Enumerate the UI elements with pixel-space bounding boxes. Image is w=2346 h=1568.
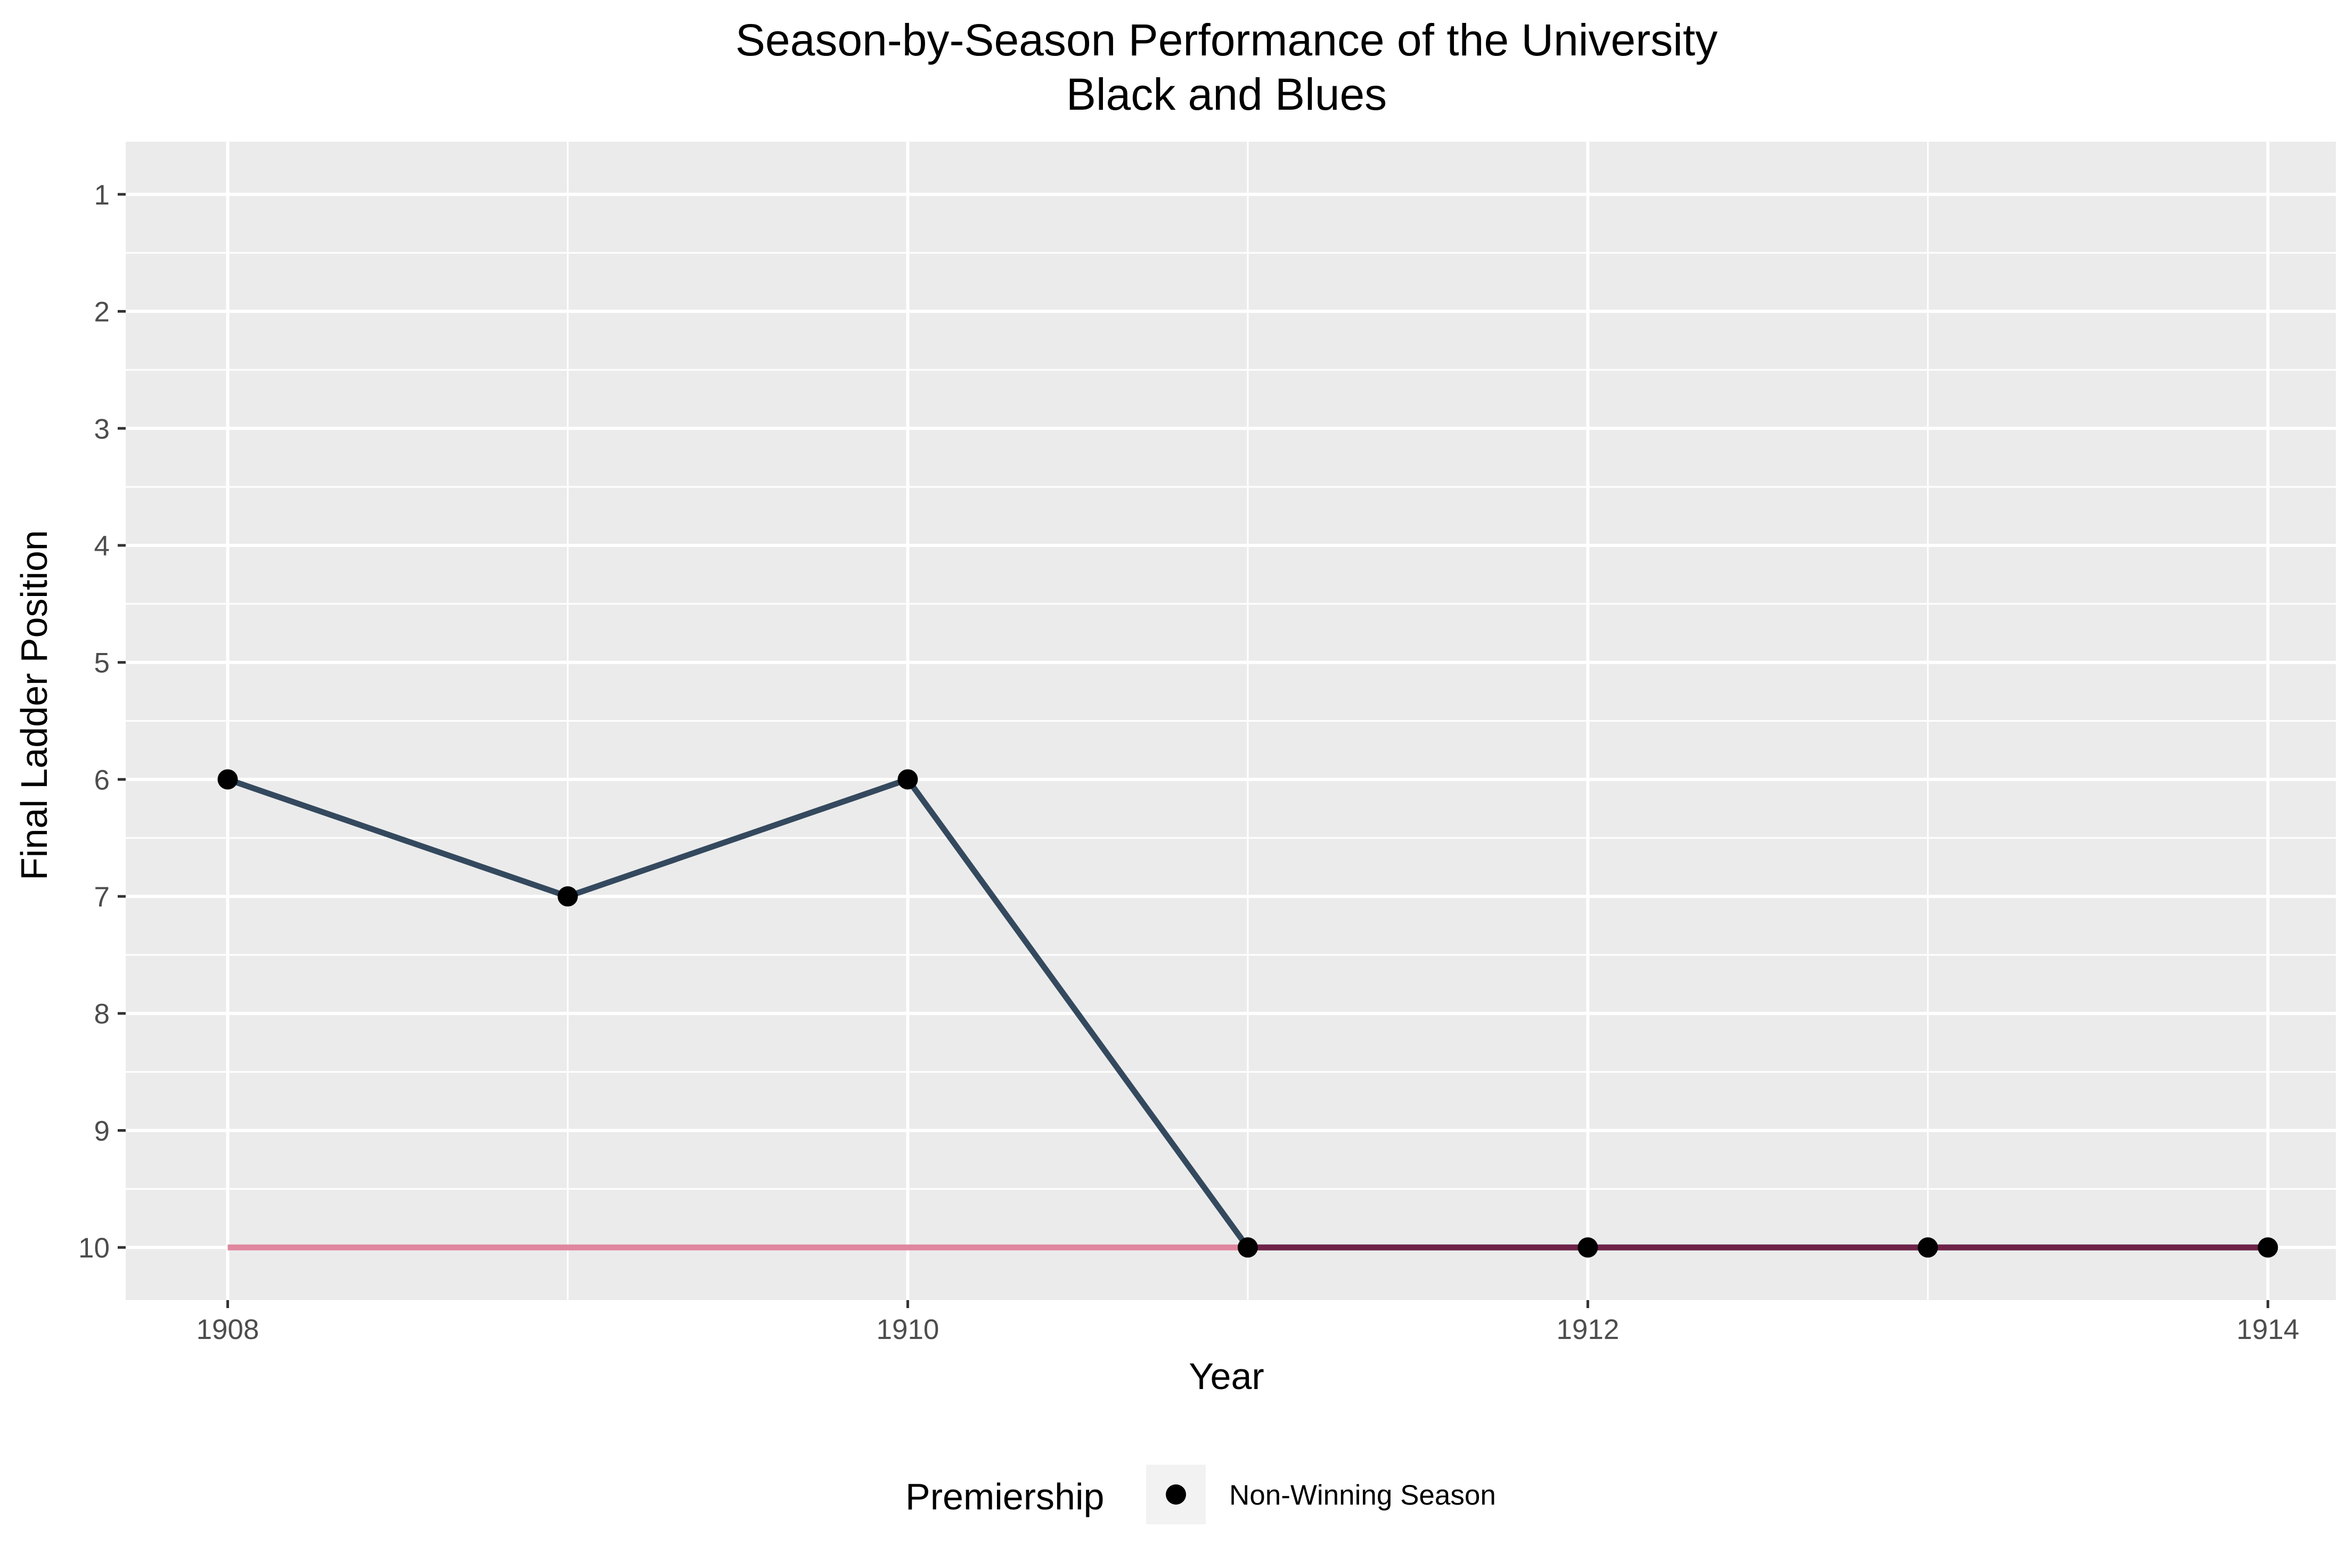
minor-gridlines [126, 142, 2336, 1300]
y-tick-label: 8 [94, 999, 110, 1030]
points-layer [217, 769, 2278, 1258]
chart-title-line-1: Season-by-Season Performance of the Univ… [735, 15, 1718, 65]
y-axis: 1 2 3 4 5 6 7 8 9 10 [78, 179, 126, 1264]
y-axis-title: Final Ladder Position [13, 530, 55, 880]
data-point [1917, 1237, 1938, 1258]
y-tick-label: 1 [94, 179, 110, 211]
legend-title: Premiership [905, 1476, 1104, 1517]
x-tick-label: 1912 [1556, 1314, 1619, 1345]
x-axis-title: Year [1189, 1355, 1264, 1397]
chart-title-line-2: Black and Blues [1066, 69, 1387, 119]
y-tick-label: 9 [94, 1115, 110, 1147]
data-point [897, 769, 918, 790]
legend-key-point [1166, 1484, 1186, 1505]
data-point [2258, 1237, 2278, 1258]
y-tick-label: 6 [94, 764, 110, 796]
legend: Premiership Non-Winning Season [905, 1465, 1496, 1524]
y-tick-label: 10 [78, 1232, 110, 1264]
x-tick-label: 1914 [2236, 1314, 2299, 1345]
data-point [217, 769, 238, 790]
x-tick-label: 1908 [197, 1314, 259, 1345]
y-tick-label: 7 [94, 881, 110, 913]
y-tick-label: 5 [94, 648, 110, 679]
x-axis: 1908 1910 1912 1914 [197, 1300, 2299, 1345]
y-tick-label: 2 [94, 297, 110, 328]
y-tick-label: 4 [94, 530, 110, 562]
x-tick-label: 1910 [877, 1314, 939, 1345]
y-tick-label: 3 [94, 413, 110, 445]
legend-label-non-winning-season: Non-Winning Season [1229, 1480, 1496, 1511]
data-point [1577, 1237, 1598, 1258]
data-point [558, 886, 578, 907]
data-point [1237, 1237, 1258, 1258]
